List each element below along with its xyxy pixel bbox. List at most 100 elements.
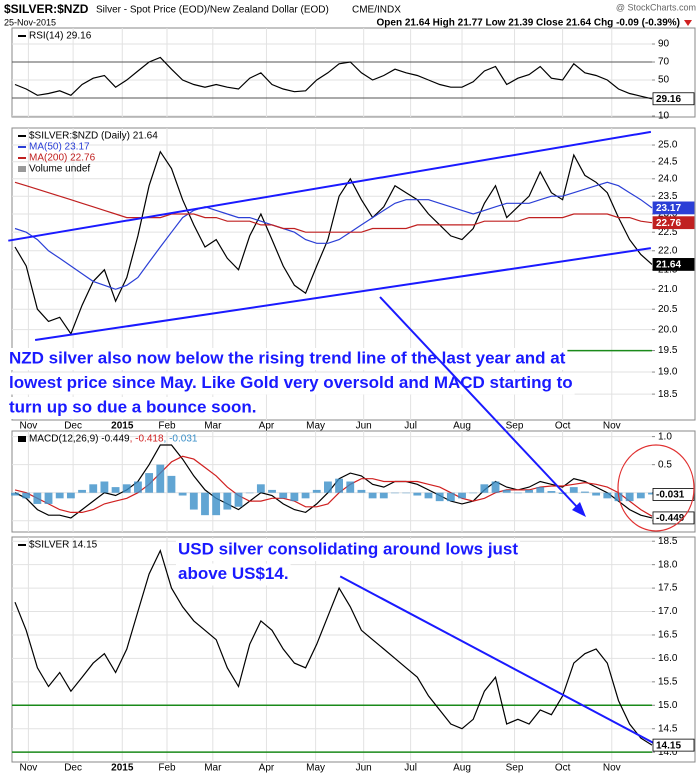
end-label: 23.17 [656,203,681,214]
x-tick-label: Nov [603,421,621,432]
x-tick-label: Aug [453,763,471,774]
end-label: -0.031 [656,490,685,501]
histogram-bar [245,492,254,494]
x-tick-label: Aug [453,421,471,432]
annotation-background [7,348,568,370]
legend-entry: RSI(14) 29.16 [29,31,92,42]
y-tick-label: 24.0 [658,173,678,184]
down-arrow [684,20,692,26]
end-label: 21.64 [656,260,681,271]
histogram-bar [268,489,276,493]
x-tick-label: Sep [506,421,524,432]
x-tick-label: Mar [204,763,222,774]
legend-swatch [18,166,26,172]
histogram-bar [301,492,310,499]
end-label-box [652,511,695,525]
histogram-bar [513,492,522,494]
annotation-background [176,563,291,586]
histogram-bar [167,475,176,493]
histogram-bar [134,481,142,493]
y-tick-label: 25.0 [658,140,678,151]
histogram-bar [536,487,545,493]
y-tick-label: 23.5 [658,191,678,202]
y-tick-label: 14.0 [658,747,678,758]
histogram-bar [636,492,645,499]
x-tick-label: 2015 [111,421,134,432]
x-tick-label: Nov [603,763,621,774]
y-tick-label: 14.5 [658,723,678,734]
y-tick-label: 15.0 [658,700,678,711]
end-label-box [652,738,695,752]
legend-entry: $SILVER 14.15 [29,540,98,551]
histogram-bar [256,484,265,493]
y-tick-label: 20.5 [658,304,678,315]
histogram-bar [44,492,53,504]
histogram-bar [100,481,109,493]
histogram-bar [368,492,377,499]
price-line [14,548,653,746]
end-label: 14.15 [656,740,681,751]
y-tick-label: 18.5 [658,536,678,547]
legend-entry: , -0.418 [130,434,164,445]
annotation: USD silver consolidating around lows jus… [178,539,518,558]
y-tick-label: 90 [658,39,670,50]
legend-swatch [18,436,26,442]
histogram-bar [446,492,455,502]
description: Silver - Spot Price (EOD)/New Zealand Do… [96,5,329,16]
arrow-line [379,296,579,509]
histogram-bar [212,492,221,516]
y-tick-label: 17.0 [658,606,678,617]
histogram-bar [502,489,511,493]
annotation-background [176,539,521,561]
histogram-bar [201,492,209,516]
histogram-bar [111,487,120,493]
annotation-background [7,372,575,395]
legend-entry: Volume undef [29,164,90,175]
x-tick-label: May [306,421,325,432]
legend-entry: $SILVER:$NZD (Daily) 21.64 [29,131,158,142]
histogram-bar [11,492,19,496]
x-tick-label: Oct [555,421,571,432]
y-tick-label: 15.5 [658,676,678,687]
end-label-box [652,258,695,271]
histogram-bar [547,491,556,493]
x-tick-label: Nov [20,421,38,432]
histogram-bar [78,489,86,493]
panel-frame [11,27,696,118]
x-tick-label: Apr [259,763,275,774]
histogram-bar [625,492,634,502]
y-tick-label: 21.0 [658,284,678,295]
x-tick-label: Oct [555,763,571,774]
price-line [14,455,653,517]
histogram-bar [234,492,243,507]
histogram-bar [480,484,489,493]
legend-entry: MA(200) 22.76 [29,153,96,164]
annotation: above US$14. [178,564,289,583]
exchange: CME/INDX [352,5,401,16]
y-tick-label: 50 [658,75,670,86]
trend-line [8,130,652,242]
trend-line [339,575,663,749]
x-tick-label: Sep [506,763,524,774]
x-tick-label: Jun [356,763,372,774]
histogram-bar [33,492,42,504]
annotation: turn up so due a bounce soon. [9,397,256,416]
y-tick-label: 1.0 [658,431,672,442]
date: 25-Nov-2015 [4,17,56,27]
histogram-bar [525,489,533,493]
legend-entry: , -0.031 [164,434,198,445]
y-tick-label: 16.5 [658,630,678,641]
symbol: $SILVER:$NZD [4,2,89,16]
panel-frame [11,536,696,763]
legend-entry: MA(50) 23.17 [29,142,90,153]
histogram-bar [156,464,165,493]
legend-entry: MACD(12,26,9) -0.449 [29,434,130,445]
quote: Open 21.64 High 21.77 Low 21.39 Close 21… [377,18,680,29]
y-tick-label: 20.0 [658,324,678,335]
annotation: NZD silver also now below the rising tre… [9,348,566,367]
y-tick-label: 19.5 [658,345,678,356]
y-tick-label: 16.0 [658,653,678,664]
x-tick-label: Jul [404,763,417,774]
annotation: lowest price since May. Like Gold very o… [9,373,573,392]
